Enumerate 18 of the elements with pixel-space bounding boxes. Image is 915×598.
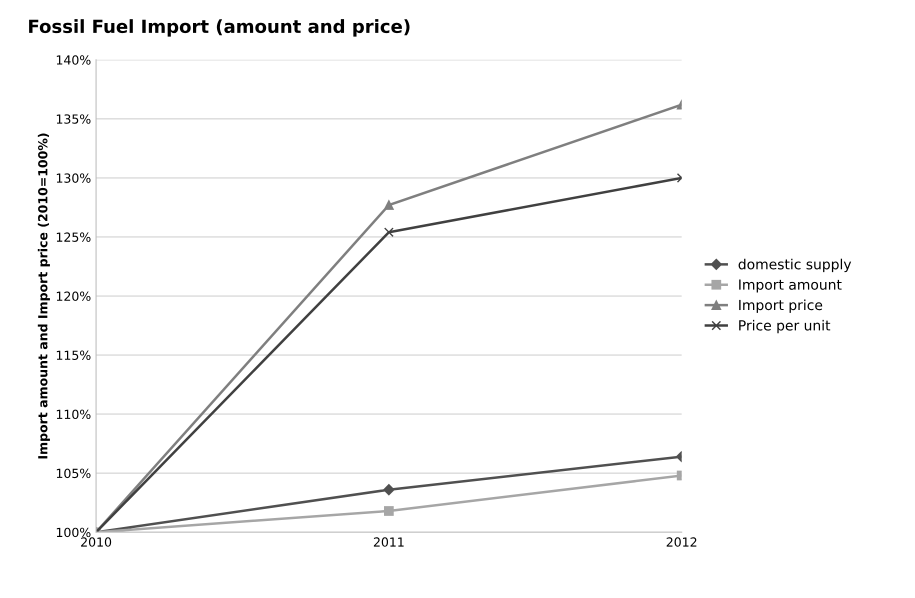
chart-title: Fossil Fuel Import (amount and price) (29, 19, 410, 37)
y-tick-label: 120% (56, 291, 91, 301)
x-tick-label: 2010 (81, 537, 112, 547)
y-tick-label: 105% (56, 468, 91, 478)
y-tick-label: 115% (56, 350, 91, 360)
y-tick-label: 140% (56, 55, 91, 65)
y-tick-label: 100% (56, 528, 91, 538)
legend-label: Price per unit (739, 320, 830, 334)
y-tick-label: 110% (56, 410, 91, 420)
legend-label: Import price (739, 299, 822, 313)
legend-label: domestic supply (738, 258, 852, 272)
y-tick-label: 135% (56, 114, 91, 124)
y-tick-label: 130% (56, 173, 91, 183)
legend-label: Import amount (739, 280, 842, 293)
y-tick-label: 125% (56, 232, 91, 242)
y-axis-title: Import amount and Import price (2010=100%) (38, 134, 50, 458)
x-tick-label: 2011 (374, 537, 404, 547)
x-tick-label: 2012 (666, 537, 696, 547)
